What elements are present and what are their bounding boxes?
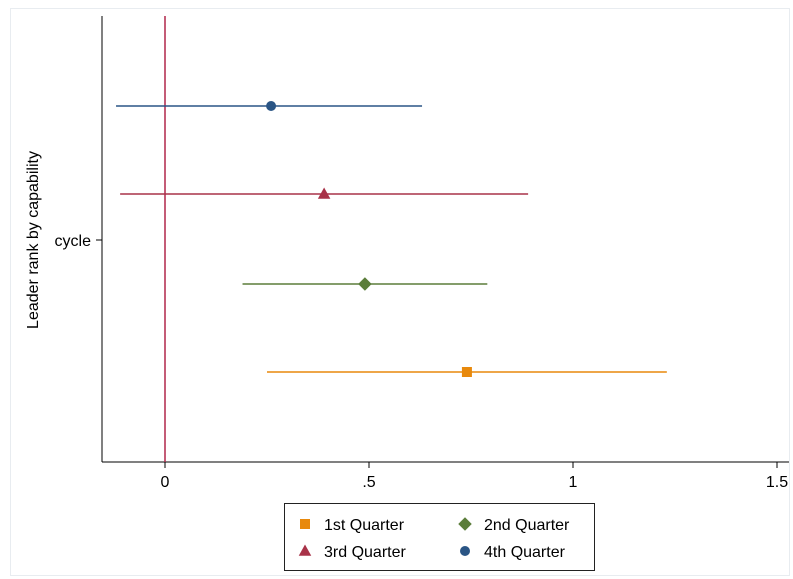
point-marker	[317, 187, 331, 199]
x-tick-label: 1.5	[766, 474, 788, 491]
legend-label: 2nd Quarter	[484, 517, 570, 534]
axes: 0 .5 1 1.5	[96, 16, 789, 491]
legend: 1st Quarter 2nd Quarter 3rd Quarter 4th Qua…	[298, 517, 570, 561]
legend-marker	[298, 544, 312, 556]
legend-marker	[460, 546, 470, 556]
legend-marker	[458, 517, 472, 531]
legend-label: 4th Quarter	[484, 544, 566, 561]
x-tick-label: .5	[362, 474, 375, 491]
y-category-label: cycle	[55, 233, 92, 250]
point-marker	[461, 367, 472, 377]
legend-label: 3rd Quarter	[324, 544, 406, 561]
legend-label: 1st Quarter	[324, 517, 405, 534]
figure-border	[10, 8, 790, 576]
y-axis-label: Leader rank by capability	[25, 151, 42, 329]
x-tick-label: 0	[161, 474, 170, 491]
point-marker	[266, 101, 277, 111]
x-tick-label: 1	[569, 474, 578, 491]
legend-box	[284, 503, 595, 571]
data-marks	[116, 101, 667, 377]
legend-marker	[300, 519, 310, 529]
point-marker	[358, 277, 372, 291]
